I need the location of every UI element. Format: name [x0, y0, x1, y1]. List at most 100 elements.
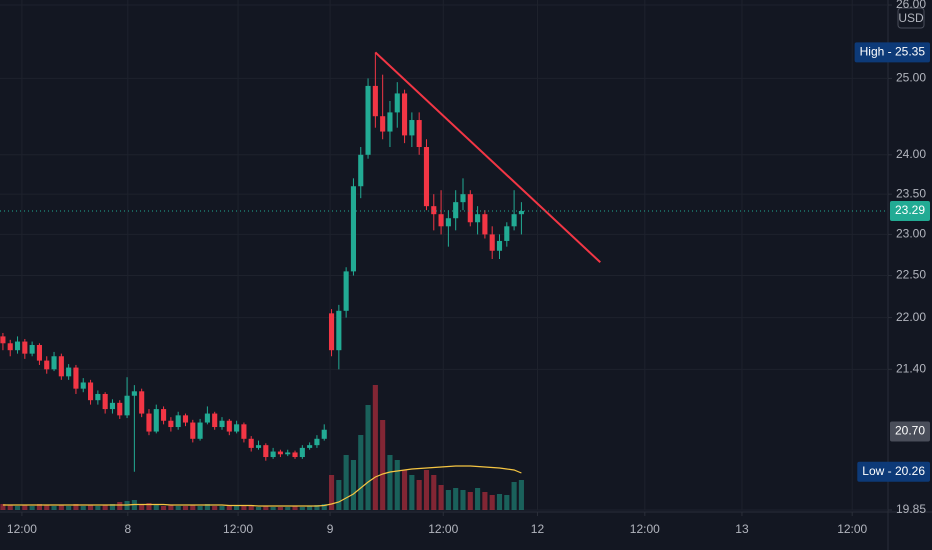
x-tick-label: 13 — [735, 522, 749, 536]
x-tick-label: 9 — [327, 522, 334, 536]
x-tick-label: 12:00 — [7, 522, 37, 536]
grid — [0, 0, 888, 511]
volume-bar — [87, 505, 94, 510]
volume-bar — [270, 507, 276, 510]
price-tag — [889, 200, 930, 221]
candle-body — [453, 202, 459, 219]
candle-body — [234, 424, 240, 432]
candle-body — [219, 420, 225, 428]
volume-bar — [445, 490, 451, 510]
volume-bar — [285, 507, 291, 510]
volume-bar — [321, 504, 327, 510]
volume-bar — [29, 506, 35, 510]
y-tick-label: 22.00 — [896, 310, 926, 324]
volume-bar — [409, 475, 415, 510]
candle-body — [482, 214, 488, 235]
overlays — [0, 51, 888, 264]
candle-body — [73, 367, 79, 389]
volume-bar — [7, 505, 13, 510]
candle-body — [423, 147, 430, 207]
x-tick-label: 12:00 — [630, 522, 660, 536]
volume-bar — [226, 505, 232, 510]
candle-body — [387, 112, 393, 132]
volume-ma-line — [2, 465, 522, 507]
volume-bar — [95, 506, 101, 510]
candle-body — [0, 336, 6, 344]
volume-bar — [241, 506, 247, 510]
volume-bar — [66, 506, 72, 510]
price-tag — [889, 421, 930, 442]
candle-body — [190, 422, 196, 439]
candle-body — [36, 345, 42, 361]
volume-bar — [190, 505, 196, 510]
price-tag — [854, 42, 930, 63]
currency-box — [897, 7, 925, 29]
candle-body — [365, 85, 371, 155]
currency-label: USD — [898, 11, 924, 25]
candle-body — [438, 214, 444, 227]
candle-body — [51, 356, 57, 370]
volume-bar — [365, 405, 371, 510]
candle-body — [518, 210, 524, 215]
candle-body — [336, 310, 342, 351]
candle-body — [212, 413, 218, 428]
candle-body — [153, 409, 159, 432]
volume-bar — [423, 470, 430, 510]
volume-bar — [109, 504, 116, 510]
price-tag-label: 23.29 — [895, 203, 925, 217]
candle-body — [117, 402, 123, 416]
candle-body — [511, 214, 517, 227]
volume-bar — [372, 385, 378, 510]
candle-body — [394, 93, 400, 113]
candle-body — [102, 393, 108, 410]
candle-body — [402, 93, 408, 136]
candle-body — [58, 356, 64, 377]
volume-bar — [350, 460, 357, 510]
candle-body — [409, 120, 415, 136]
x-tick-label: 12 — [531, 522, 545, 536]
candle-body — [226, 420, 232, 432]
price-tag-label: Low - 20.26 — [862, 464, 925, 478]
volume-bar — [453, 488, 459, 510]
volume-bar — [51, 506, 57, 510]
volume-bar — [44, 505, 50, 510]
volume-bar — [0, 504, 6, 510]
volume-bar — [299, 507, 305, 510]
price-tag-label: 20.70 — [895, 424, 925, 438]
candle-body — [139, 391, 145, 414]
y-tick-label: 25.00 — [896, 71, 926, 85]
volume-bar — [153, 505, 159, 510]
volume-bar — [22, 505, 28, 510]
candle-body — [197, 422, 203, 439]
candle-body — [328, 313, 335, 351]
volume-bar — [394, 460, 400, 510]
y-tick-label: 26.00 — [896, 0, 926, 11]
volume-bar — [292, 506, 298, 510]
volume-bar — [263, 506, 269, 510]
volume-bar — [248, 505, 254, 510]
candle-body — [270, 451, 276, 458]
y-tick-label: 24.00 — [896, 147, 926, 161]
volume-bar — [219, 506, 225, 510]
candle-body — [380, 116, 386, 132]
x-tick-label: 8 — [124, 522, 131, 536]
candle-body — [321, 429, 327, 439]
volume-bar — [482, 492, 488, 510]
volume-bar — [328, 475, 335, 510]
candle-body — [175, 415, 181, 428]
volume-bar — [14, 506, 21, 510]
volume-bar — [161, 506, 167, 510]
y-tick-label: 21.40 — [896, 361, 926, 375]
candle-body — [204, 413, 210, 423]
candle-body — [109, 402, 116, 410]
candle-body — [7, 343, 13, 351]
x-tick-label: 12:00 — [837, 522, 867, 536]
candle-body — [66, 367, 72, 377]
volume-bar — [197, 506, 203, 510]
volume-bar — [380, 420, 386, 510]
candle-body — [95, 393, 101, 401]
volume-bar — [277, 507, 283, 510]
candle-body — [460, 194, 466, 203]
y-tick-label: 23.50 — [896, 186, 926, 200]
volume-bar — [234, 506, 240, 510]
